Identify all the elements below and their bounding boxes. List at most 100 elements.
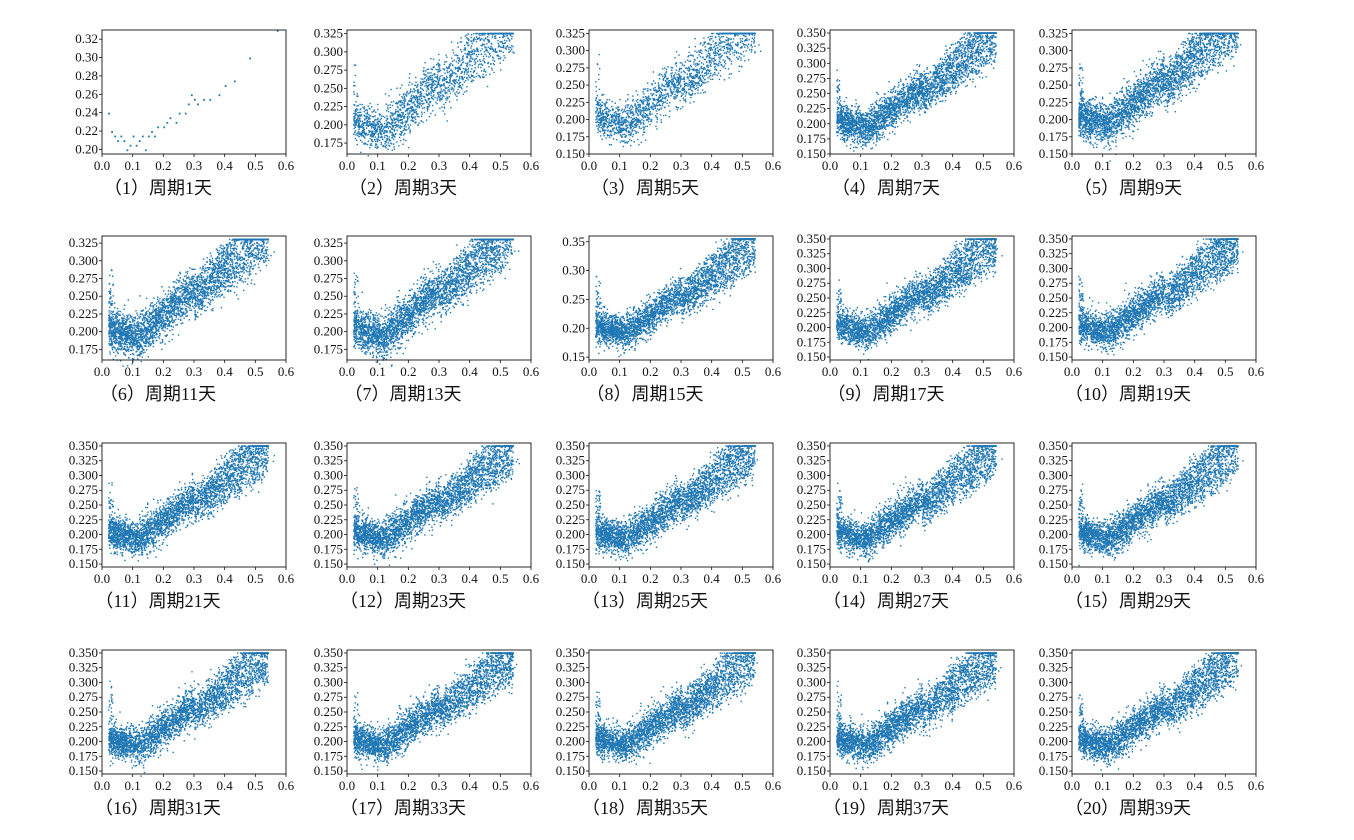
scatter-point <box>698 54 699 55</box>
scatter-point <box>503 55 504 56</box>
scatter-point <box>605 109 606 110</box>
scatter-point <box>608 124 609 125</box>
scatter-point <box>393 101 394 102</box>
scatter-point <box>465 63 466 64</box>
scatter-point <box>370 143 371 144</box>
scatter-point <box>453 88 454 89</box>
scatter-point <box>685 83 686 84</box>
scatter-point <box>651 83 652 84</box>
scatter-point <box>496 52 497 53</box>
scatter-point <box>916 70 917 71</box>
scatter-point <box>643 129 644 130</box>
scatter-point <box>385 130 386 131</box>
scatter-point <box>469 64 470 65</box>
scatter-point <box>453 90 454 91</box>
scatter-point <box>611 144 612 145</box>
scatter-point <box>599 108 600 109</box>
scatter-point <box>910 111 911 112</box>
scatter-point <box>724 33 725 34</box>
scatter-point <box>606 113 607 114</box>
scatter-point <box>620 130 621 131</box>
scatter-point <box>858 107 859 108</box>
scatter-point <box>637 139 638 140</box>
scatter-point <box>730 42 731 43</box>
scatter-point <box>474 59 475 60</box>
scatter-point <box>709 43 710 44</box>
scatter-point <box>670 95 671 96</box>
scatter-point <box>737 42 738 43</box>
scatter-point <box>681 68 682 69</box>
scatter-point <box>362 107 363 108</box>
scatter-point <box>596 98 597 99</box>
scatter-point <box>687 76 688 77</box>
scatter-point <box>449 85 450 86</box>
scatter-point <box>613 116 614 117</box>
scatter-point <box>421 105 422 106</box>
scatter-point <box>698 78 699 79</box>
scatter-point <box>404 101 405 102</box>
scatter-point <box>358 124 359 125</box>
scatter-point <box>639 100 640 101</box>
scatter-point <box>946 50 947 51</box>
scatter-point <box>373 128 374 129</box>
scatter-point <box>626 131 627 132</box>
scatter-point <box>466 65 467 66</box>
scatter-point <box>475 51 476 52</box>
scatter-point <box>416 95 417 96</box>
scatter-point <box>676 65 677 66</box>
scatter-point <box>616 120 617 121</box>
scatter-point <box>203 99 205 101</box>
scatter-point <box>393 113 394 114</box>
scatter-point <box>611 115 612 116</box>
scatter-point <box>400 100 401 101</box>
scatter-point <box>704 79 705 80</box>
scatter-point <box>719 61 720 62</box>
scatter-point <box>600 108 601 109</box>
scatter-point <box>451 58 452 59</box>
scatter-point <box>114 136 116 138</box>
scatter-point <box>359 104 360 105</box>
scatter-point <box>614 121 615 122</box>
scatter-point <box>966 38 967 39</box>
scatter-point <box>407 109 408 110</box>
scatter-point <box>402 119 403 120</box>
scatter-point <box>456 61 457 62</box>
scatter-point <box>698 72 699 73</box>
scatter-point <box>718 73 719 74</box>
scatter-point <box>397 103 398 104</box>
scatter-point <box>598 129 599 130</box>
scatter-point <box>630 107 631 108</box>
scatter-point <box>426 75 427 76</box>
scatter-point <box>700 49 701 50</box>
scatter-point <box>420 81 421 82</box>
scatter-point <box>372 131 373 132</box>
scatter-point <box>475 62 476 63</box>
scatter-point <box>462 60 463 61</box>
scatter-point <box>438 69 439 70</box>
scatter-point <box>681 79 682 80</box>
scatter-point <box>754 51 755 52</box>
scatter-point <box>673 80 674 81</box>
scatter-point <box>703 92 704 93</box>
scatter-point <box>610 125 611 126</box>
scatter-point <box>853 128 854 129</box>
scatter-point <box>124 140 126 142</box>
scatter-point <box>389 145 390 146</box>
scatter-point <box>356 120 357 121</box>
scatter-point <box>491 68 492 69</box>
scatter-point <box>658 101 659 102</box>
scatter-point <box>688 93 689 94</box>
scatter-point <box>970 54 971 55</box>
scatter-point <box>354 113 355 114</box>
scatter-point <box>676 106 677 107</box>
scatter-point <box>459 86 460 87</box>
scatter-point <box>709 39 710 40</box>
scatter-point <box>642 91 643 92</box>
scatter-point <box>649 124 650 125</box>
scatter-point <box>488 62 489 63</box>
scatter-point <box>679 75 680 76</box>
scatter-point <box>862 148 863 149</box>
scatter-point <box>713 74 714 75</box>
scatter-point <box>197 104 199 106</box>
scatter-point <box>641 101 642 102</box>
